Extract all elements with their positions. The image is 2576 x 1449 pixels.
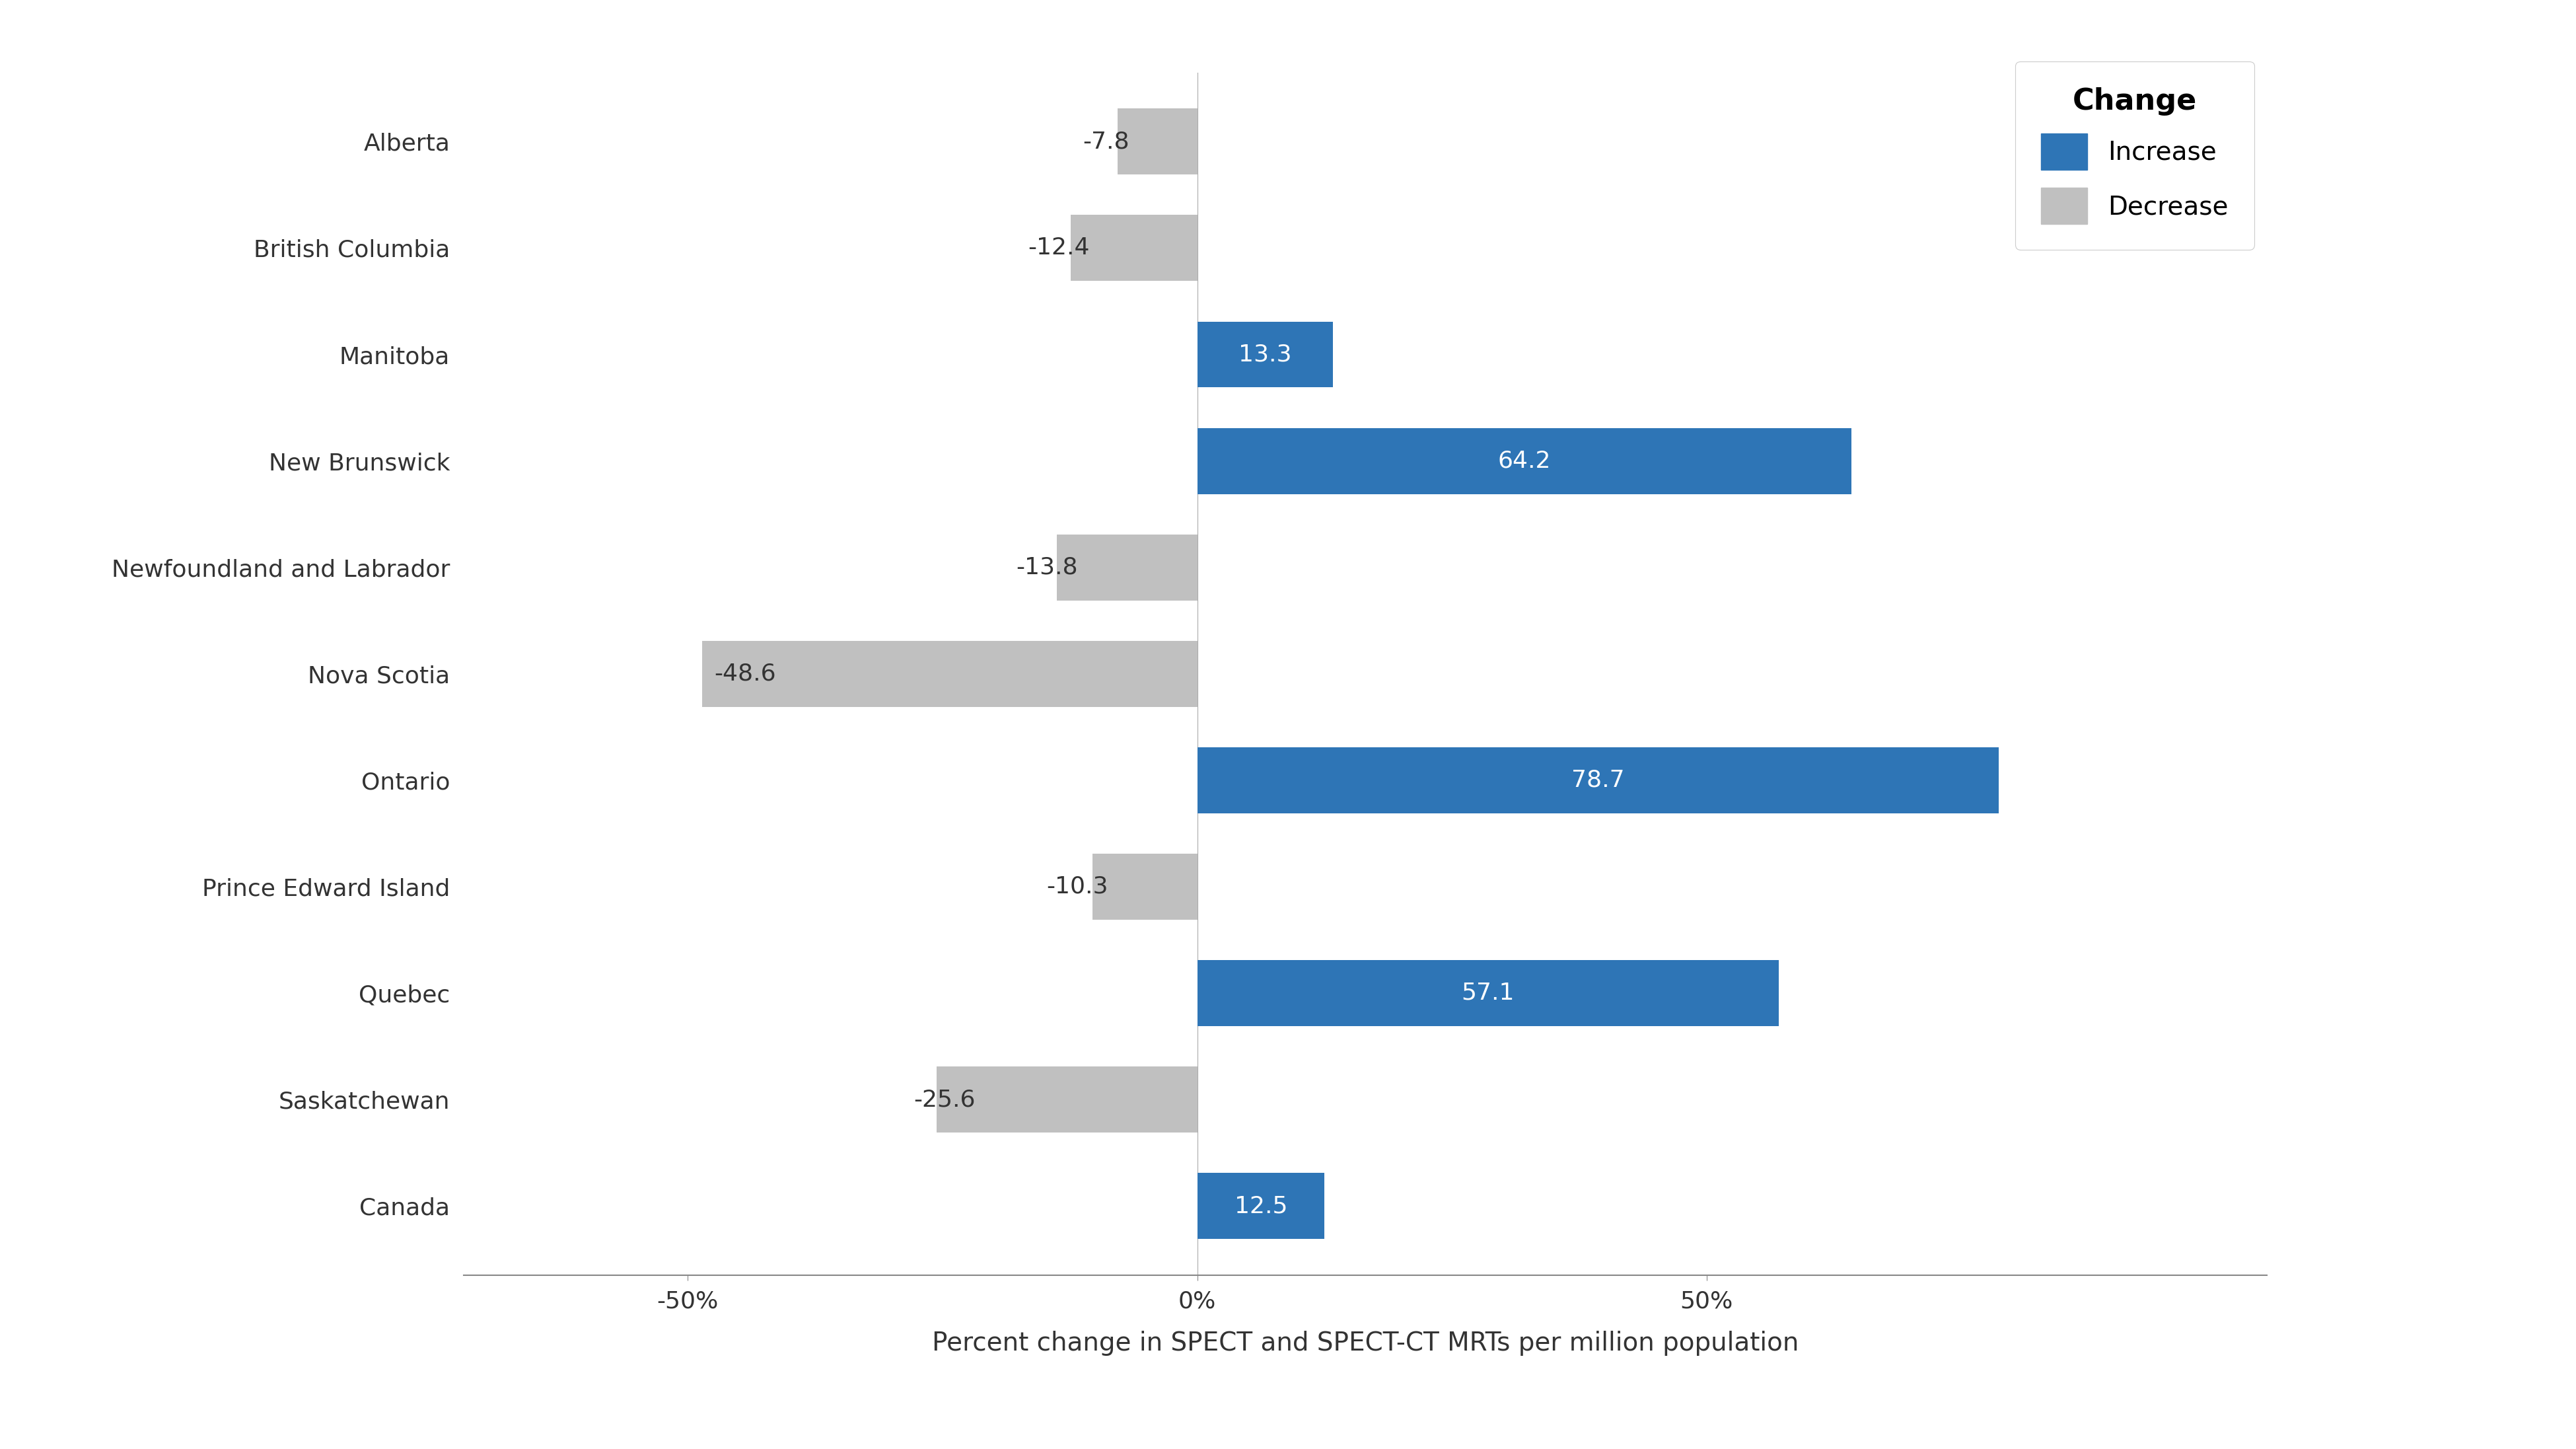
Text: 57.1: 57.1 — [1461, 982, 1515, 1004]
Text: -48.6: -48.6 — [714, 662, 775, 685]
X-axis label: Percent change in SPECT and SPECT-CT MRTs per million population: Percent change in SPECT and SPECT-CT MRT… — [933, 1330, 1798, 1356]
Text: -7.8: -7.8 — [1082, 130, 1131, 152]
Text: -10.3: -10.3 — [1046, 875, 1108, 898]
Bar — [1198, 1172, 1324, 1239]
Text: 12.5: 12.5 — [1234, 1195, 1288, 1217]
Text: -12.4: -12.4 — [1028, 236, 1090, 259]
Bar — [1092, 853, 1198, 920]
Legend: Increase, Decrease: Increase, Decrease — [2014, 61, 2254, 249]
Bar — [1198, 427, 1852, 494]
Bar — [1198, 322, 1332, 387]
Text: 78.7: 78.7 — [1571, 769, 1625, 791]
Bar — [1198, 961, 1780, 1026]
Bar — [703, 640, 1198, 707]
Bar — [1056, 535, 1198, 600]
Text: 64.2: 64.2 — [1497, 449, 1551, 472]
Text: -25.6: -25.6 — [914, 1088, 976, 1111]
Text: 13.3: 13.3 — [1239, 343, 1291, 365]
Bar — [1072, 214, 1198, 281]
Bar — [938, 1066, 1198, 1133]
Text: -13.8: -13.8 — [1015, 556, 1077, 578]
Bar — [1118, 109, 1198, 175]
Bar — [1198, 748, 1999, 813]
